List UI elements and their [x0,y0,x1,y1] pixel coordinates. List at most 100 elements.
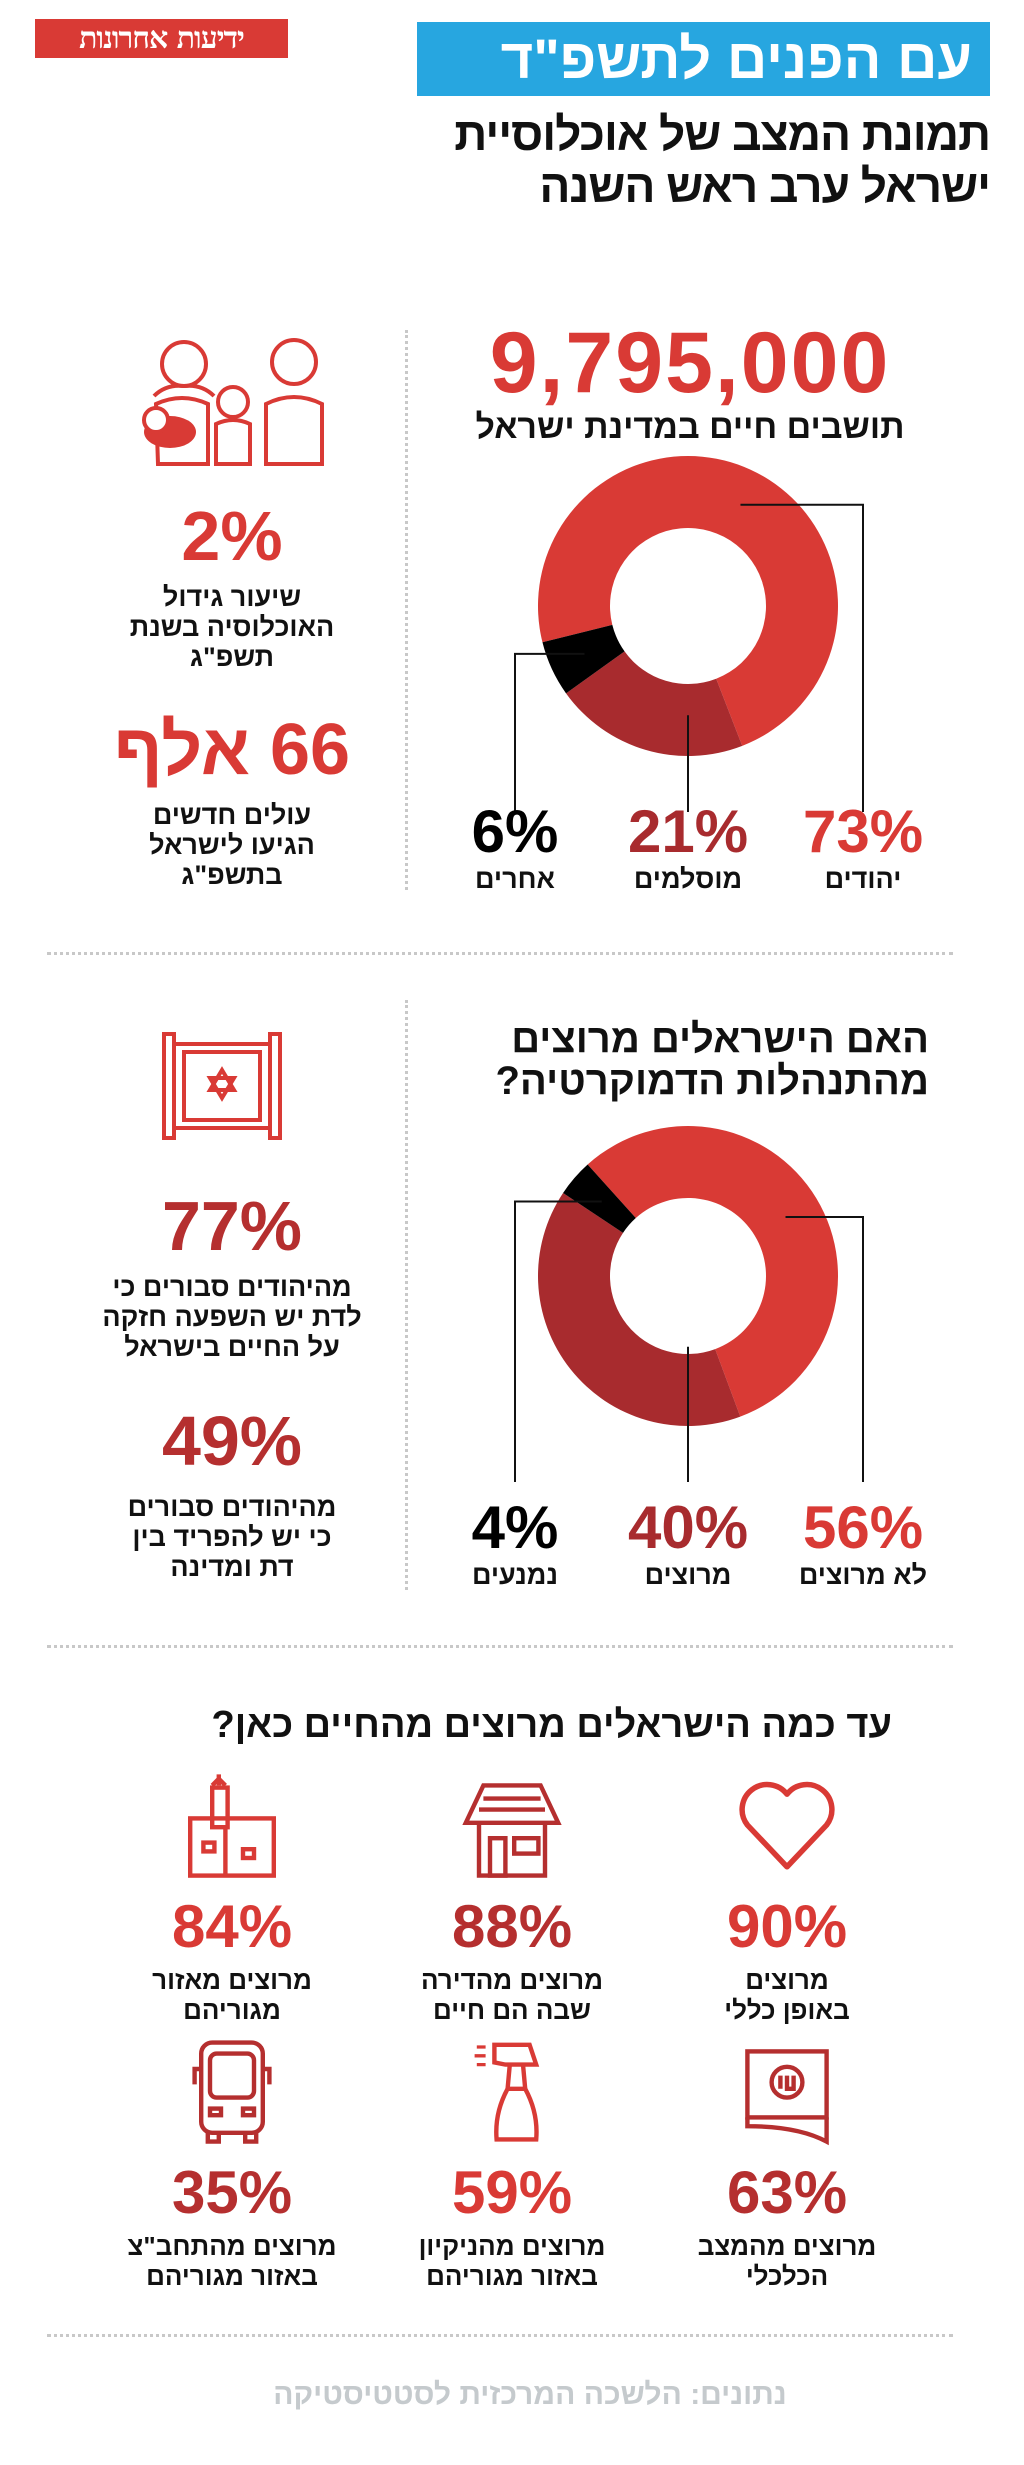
immigrants-value: 66 אלף [113,710,351,790]
vertical-divider [405,330,408,890]
religion-influence-value: 77% [161,1187,303,1265]
text-line: מרוצים מהמצב [697,2231,877,2261]
democracy-title: האם הישראלים מרוצים מהתנהלות הדמוקרטיה? [409,1018,929,1102]
text-line: מהיהודים סבורים [127,1492,337,1522]
donut-slice-3 [563,1164,636,1233]
shekel-bills-icon [745,2049,829,2146]
text-line: שבה הם חיים [433,1995,591,2025]
text-line: האוכלוסיה בשנת [129,612,335,642]
separation-label: מהיהודים סבורים כי יש להפריד בין דת ומדי… [80,1492,384,1582]
section-divider [47,1645,953,1648]
text-line: באזור מגוריהם [146,2261,318,2291]
legend-others: 6% אחרים [385,798,645,895]
newspaper-logo: ידיעות אחרונות [35,19,288,58]
satisfaction-label: מרוצים מאזור מגוריהם [102,1965,362,2025]
legend-value: 6% [471,798,559,865]
title-line: מהתנהלות הדמוקרטיה? [495,1059,929,1103]
page-title: עם הפנים לתשפ"ד [417,22,990,96]
legend-value: 73% [802,798,924,865]
heart-icon [739,1781,835,1870]
bus-icon [192,2040,272,2144]
donut-slice-2 [566,651,743,756]
satisfaction-value: 84% [171,1893,293,1960]
satisfaction-item: 59% מרוצים מהניקיון באזור מגוריהם [382,2036,642,2291]
city-icon [188,1774,276,1878]
text-line: מרוצים מהניקיון [418,2231,606,2261]
donut-slice-1 [538,456,838,746]
legend-muslims: 21% מוסלמים [558,798,818,895]
text-line: מהיהודים סבורים כי [112,1272,352,1302]
legend-value: 40% [627,1494,749,1561]
vertical-divider [405,1000,408,1590]
satisfaction-label: מרוצים מהמצב הכלכלי [657,2231,917,2291]
population-donut-chart [514,456,864,812]
text-line: באזור מגוריהם [426,2261,598,2291]
title-line: האם הישראלים מרוצים [511,1017,929,1061]
leader-line [514,652,585,812]
satisfaction-value: 35% [171,2159,293,2226]
text-line: מרוצים [745,1965,829,1995]
text-line: מרוצים מהתחב"צ [127,2231,337,2261]
subtitle-line: ישראל ערב ראש השנה [539,160,991,212]
text-line: מגוריהם [183,1995,281,2025]
text-line: הגיעו לישראל [149,830,315,860]
satisfaction-value: 63% [726,2159,848,2226]
torah-scroll-icon [162,1032,282,1140]
immigrants-label: עולים חדשים הגיעו לישראל בתשפ"ג [90,800,374,890]
satisfaction-value: 88% [451,1893,573,1960]
growth-value: 2% [181,497,283,575]
spray-bottle-icon [474,2042,540,2142]
satisfaction-label: מרוצים מהתחב"צ באזור מגוריהם [102,2231,362,2291]
satisfaction-item: 35% מרוצים מהתחב"צ באזור מגוריהם [102,2036,362,2291]
satisfaction-value: 59% [451,2159,573,2226]
section-divider [47,952,953,955]
leader-line [514,1200,602,1482]
family-icon [142,338,324,466]
democracy-donut-chart [514,1126,864,1482]
text-line: לדת יש השפעה חזקה [102,1302,362,1332]
legend-satisfied: 40% מרוצים [558,1494,818,1591]
satisfaction-label: מרוצים מהניקיון באזור מגוריהם [382,2231,642,2291]
satisfaction-value: 90% [726,1893,848,1960]
text-line: תשפ"ג [190,642,274,672]
text-line: בתשפ"ג [181,860,283,890]
legend-label: לא מרוצים [798,1560,928,1590]
text-line: באופן כללי [724,1995,850,2025]
donut-slice-2 [538,1192,741,1426]
separation-value: 49% [161,1402,303,1480]
satisfaction-item: 90% מרוצים באופן כללי [657,1770,917,2025]
text-line: שיעור גידול [162,582,302,612]
section-divider [47,2334,953,2337]
legend-value: 4% [471,1494,559,1561]
page-subtitle: תמונת המצב של אוכלוסיית ישראל ערב ראש הש… [390,108,991,212]
text-line: עולים חדשים [152,800,312,830]
legend-label: מוסלמים [633,864,743,894]
text-line: על החיים בישראל [124,1332,340,1362]
legend-jews: 73% יהודים [733,798,993,895]
satisfaction-item: 63% מרוצים מהמצב הכלכלי [657,2036,917,2291]
legend-value: 21% [627,798,749,865]
text-line: כי יש להפריד בין [132,1522,332,1552]
satisfaction-title: עד כמה הישראלים מרוצים מהחיים כאן? [211,1704,893,1746]
legend-label: מרוצים [644,1560,732,1590]
legend-not-satisfied: 56% לא מרוצים [733,1496,993,1591]
satisfaction-label: מרוצים באופן כללי [657,1965,917,2025]
donut-slice-1 [587,1126,838,1417]
legend-label: אחרים [475,864,555,894]
text-line: דת ומדינה [170,1552,294,1582]
satisfaction-item: 88% מרוצים מהדירה שבה הם חיים [382,1770,642,2025]
growth-label: שיעור גידול האוכלוסיה בשנת תשפ"ג [90,582,374,672]
legend-abstain: 4% נמנעים [385,1494,645,1591]
leader-line [785,1215,864,1482]
legend-label: נמנעים [471,1560,559,1590]
text-line: מרוצים מאזור [152,1965,312,1995]
text-line: מרוצים מהדירה [420,1965,603,1995]
subtitle-line: תמונת המצב של אוכלוסיית [454,108,991,160]
population-total-label: תושבים חיים במדינת ישראל [475,408,905,446]
source-note: נתונים: הלשכה המרכזית לסטטיסטיקה [273,2378,787,2411]
legend-label: יהודים [824,864,902,894]
text-line: הכלכלי [745,2261,829,2291]
satisfaction-label: מרוצים מהדירה שבה הם חיים [382,1965,642,2025]
donut-slice-3 [542,624,625,694]
religion-influence-label: מהיהודים סבורים כי לדת יש השפעה חזקה על … [80,1272,384,1362]
